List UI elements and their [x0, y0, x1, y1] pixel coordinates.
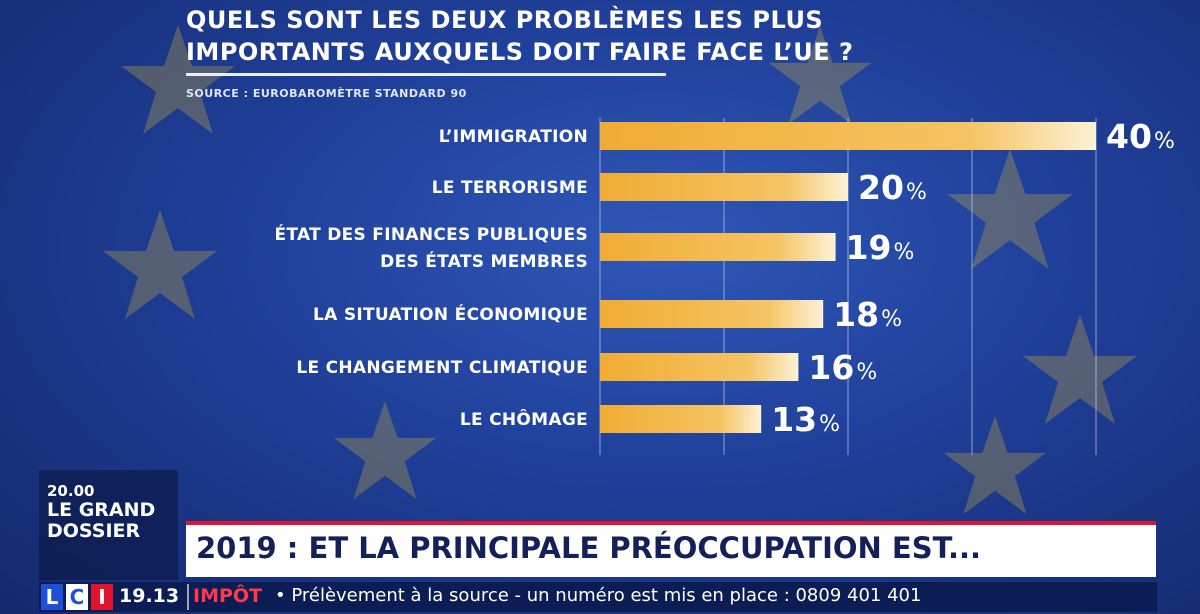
bar	[600, 300, 824, 328]
bar	[600, 122, 1096, 150]
value-label: 13%	[771, 400, 840, 439]
bar	[600, 353, 799, 381]
value-label: 40%	[1106, 117, 1175, 156]
headline-text: 2019 : ET LA PRINCIPALE PRÉOCCUPATION ES…	[196, 531, 982, 565]
value-label: 18%	[833, 295, 902, 334]
category-label: LE CHANGEMENT CLIMATIQUE	[296, 358, 588, 378]
bar-row-2: ÉTAT DES FINANCES PUBLIQUES DES ÉTATS MEM…	[274, 223, 914, 272]
value-label: 16%	[808, 348, 877, 387]
value-label: 19%	[846, 228, 915, 267]
bar-row-1: LE TERRORISME 20%	[432, 168, 927, 207]
bar	[600, 405, 762, 433]
chart-bars: L’IMMIGRATION 40% LE TERRORISME 20% ÉTAT DES…	[274, 117, 1174, 439]
bar-row-4: LE CHANGEMENT CLIMATIQUE 16%	[296, 348, 877, 387]
bar-row-5: LE CHÔMAGE 13%	[460, 400, 840, 439]
ticker-clock: 19.13	[119, 585, 180, 607]
chart-gridlines	[599, 118, 1097, 455]
ticker-divider	[187, 584, 189, 610]
show-name: LE GRAND DOSSIER	[47, 499, 156, 542]
bar	[600, 233, 836, 261]
news-ticker: L C I 19.13 IMPÔT • Prélèvement à la sou…	[39, 582, 1157, 612]
category-label: ÉTAT DES FINANCES PUBLIQUES DES ÉTATS MEM…	[274, 223, 588, 272]
title-underline	[186, 73, 666, 76]
show-time: 20.00	[47, 482, 95, 500]
logo-letter-i: I	[91, 584, 113, 610]
value-label: 20%	[858, 168, 927, 207]
bar-row-3: LA SITUATION ÉCONOMIQUE 18%	[313, 295, 902, 334]
bar-row-0: L’IMMIGRATION 40%	[439, 117, 1175, 156]
bar	[600, 173, 848, 201]
category-label: LE TERRORISME	[432, 178, 588, 198]
logo-letter-c: C	[66, 584, 88, 610]
logo-letter-l: L	[41, 584, 63, 610]
show-box: 20.00 LE GRAND DOSSIER	[39, 470, 178, 580]
ticker-topic: IMPÔT	[193, 585, 263, 607]
chart-title-line-2: IMPORTANTS AUXQUELS DOIT FAIRE FACE L’UE…	[186, 38, 854, 66]
lci-logo: L C I	[41, 584, 113, 610]
headline-bar: 2019 : ET LA PRINCIPALE PRÉOCCUPATION ES…	[186, 521, 1156, 577]
chart-source: SOURCE : EUROBAROMÈTRE STANDARD 90	[186, 87, 467, 100]
category-label: L’IMMIGRATION	[439, 127, 588, 147]
category-label: LA SITUATION ÉCONOMIQUE	[313, 303, 588, 325]
chart-title-line-1: QUELS SONT LES DEUX PROBLÈMES LES PLUS	[186, 6, 824, 34]
ticker-text: • Prélèvement à la source - un numéro es…	[275, 585, 922, 606]
category-label: LE CHÔMAGE	[460, 408, 588, 430]
